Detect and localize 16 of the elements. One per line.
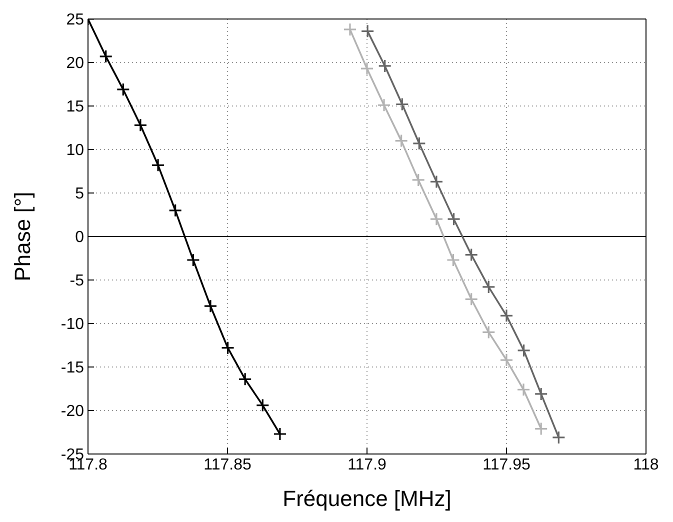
- x-axis-title: Fréquence [MHz]: [282, 486, 452, 511]
- y-tick-label: 15: [66, 98, 84, 116]
- x-tick-label: 117.85: [204, 456, 252, 474]
- x-tick-label: 117.95: [482, 456, 530, 474]
- y-axis-title: Phase [°]: [10, 192, 35, 282]
- y-tick-label: 10: [66, 142, 84, 160]
- x-tick-label: 117.9: [348, 456, 387, 474]
- y-tick-label: -20: [60, 403, 84, 420]
- y-tick-label: 0: [75, 229, 84, 246]
- y-tick-label: -5: [70, 272, 84, 290]
- x-tick-label: 118: [633, 456, 659, 474]
- y-tick-label: 20: [66, 55, 84, 72]
- y-tick-label: -10: [60, 316, 84, 334]
- y-tick-label: -15: [60, 360, 84, 377]
- y-tick-label: 25: [66, 12, 84, 29]
- y-tick-label: 5: [75, 186, 84, 203]
